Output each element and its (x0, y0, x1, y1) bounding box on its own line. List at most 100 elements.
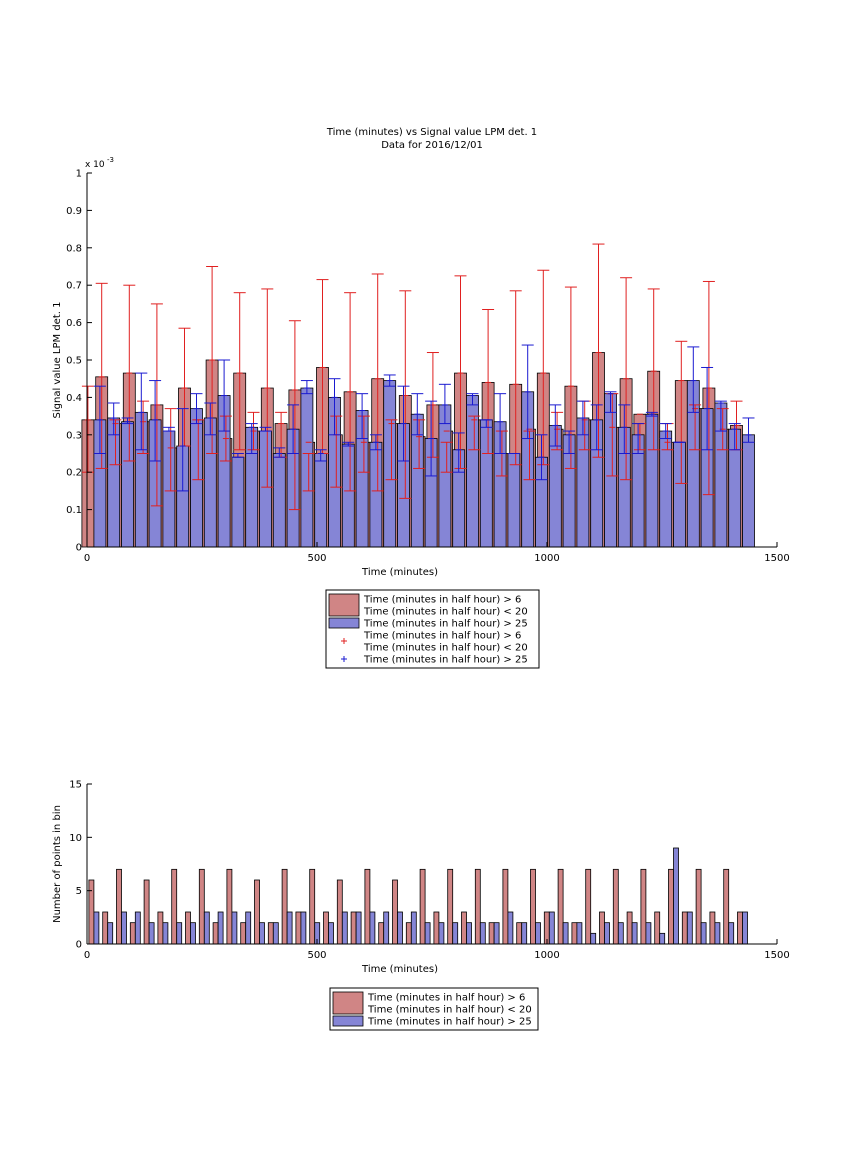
legend-box (325, 589, 540, 669)
bar-red (267, 922, 274, 945)
bar-blue (438, 404, 452, 548)
x-tick-label: 1500 (764, 950, 789, 961)
bar-blue (507, 453, 521, 548)
bar-blue (686, 911, 693, 945)
bar-red (378, 922, 385, 945)
chart-subtitle: Data for 2016/12/01 (381, 140, 483, 151)
legend-entry: Time (minutes in half hour) > 25 (332, 1015, 532, 1028)
legend-entry: Time (minutes in half hour) > 25 (341, 655, 528, 666)
bar-blue (121, 911, 127, 945)
y-tick-label: 0 (76, 940, 82, 951)
bar-blue (286, 911, 293, 945)
bar-red (102, 911, 109, 945)
legend-label: Time (minutes in half hour) > 25 (363, 619, 528, 630)
legend-swatch (332, 991, 364, 1015)
bar-blue (576, 922, 583, 945)
y-tick-label: 0.9 (66, 206, 82, 217)
bar-blue (355, 911, 362, 945)
legend-label: Time (minutes in half hour) > 6 (363, 595, 521, 606)
bar-blue (714, 922, 721, 945)
bar-blue (148, 922, 155, 945)
y-tick-label: 0.3 (66, 430, 82, 441)
legend-label: Time (minutes in half hour) > 25 (367, 1017, 532, 1028)
bar-blue (300, 387, 314, 548)
bar-red (198, 868, 205, 945)
bar-blue (576, 417, 590, 548)
bar-blue (645, 413, 659, 548)
bar-red (419, 868, 426, 945)
y-tick-label: 0.4 (66, 393, 82, 404)
bar-blue (590, 932, 597, 945)
x-axis-label: Time (minutes) (361, 964, 438, 975)
legend-label: Time (minutes in half hour) > 25 (363, 655, 528, 666)
bar-blue (562, 922, 569, 945)
legend-label: Time (minutes in half hour) < 20 (363, 607, 528, 618)
bar-red (737, 911, 743, 945)
legend-label: Time (minutes in half hour) < 20 (367, 1005, 532, 1016)
bar-blue (107, 922, 114, 945)
x-tick-label: 0 (84, 950, 90, 961)
x-tick-label: 500 (307, 553, 326, 564)
bar-blue (673, 847, 679, 945)
y-tick-label: 0.1 (66, 505, 82, 516)
y-tick-label: 0.7 (66, 281, 82, 292)
y-axis-label: Number of points in bin (52, 805, 63, 923)
bar-red (585, 868, 592, 945)
bar-blue (300, 911, 307, 945)
bar-blue (176, 922, 183, 945)
bar-red (654, 911, 661, 945)
x-tick-label: 0 (84, 553, 90, 564)
bar-red (88, 879, 95, 945)
bar-blue (659, 932, 666, 945)
bar-blue (424, 922, 431, 945)
bar-red (129, 922, 136, 945)
bar-blue (645, 922, 652, 945)
bar-blue (535, 922, 541, 945)
bar-blue (272, 453, 286, 548)
signal-chart: Time (minutes) vs Signal value LPM det. … (52, 127, 790, 669)
bar-blue (369, 441, 383, 548)
bar-blue (341, 443, 355, 548)
bar-blue (314, 453, 328, 548)
bar-blue (162, 430, 176, 548)
bar-red (668, 868, 674, 945)
bar-red (226, 868, 233, 945)
bar-red (143, 879, 150, 945)
bar-red (185, 911, 191, 945)
bar-blue (121, 421, 134, 548)
bar-red (461, 911, 467, 945)
y-exponent-power: -3 (107, 156, 114, 164)
bar-red (392, 879, 398, 945)
bar-red (350, 911, 357, 945)
bar-red (433, 911, 440, 945)
bar-red (116, 868, 122, 945)
bar-red (557, 868, 564, 945)
legend-label: Time (minutes in half hour) > 6 (367, 993, 525, 1004)
y-tick-label: 0.8 (66, 243, 82, 254)
bar-red (723, 868, 730, 945)
bar-blue (521, 922, 528, 945)
bar-red (240, 922, 247, 945)
bar-blue (438, 922, 445, 945)
bar-blue (452, 922, 459, 945)
bar-blue (631, 922, 638, 945)
bar-blue (272, 922, 279, 945)
bar-red (405, 922, 412, 945)
bar-blue (479, 419, 493, 548)
bar-red (171, 868, 178, 945)
bar-red (295, 911, 302, 945)
chart-title: Time (minutes) vs Signal value LPM det. … (326, 127, 537, 138)
bar-red (626, 911, 633, 945)
bar-red (681, 911, 688, 945)
bar-blue (328, 922, 334, 945)
count-chart: 0 5 10 15 0 500 1000 1500 Time (minutes) Number o… (52, 780, 790, 1031)
bar-blue (383, 911, 390, 945)
bar-blue (93, 911, 100, 945)
bar-blue (203, 911, 210, 945)
y-tick-label: 5 (76, 886, 82, 897)
bar-red (309, 868, 316, 945)
